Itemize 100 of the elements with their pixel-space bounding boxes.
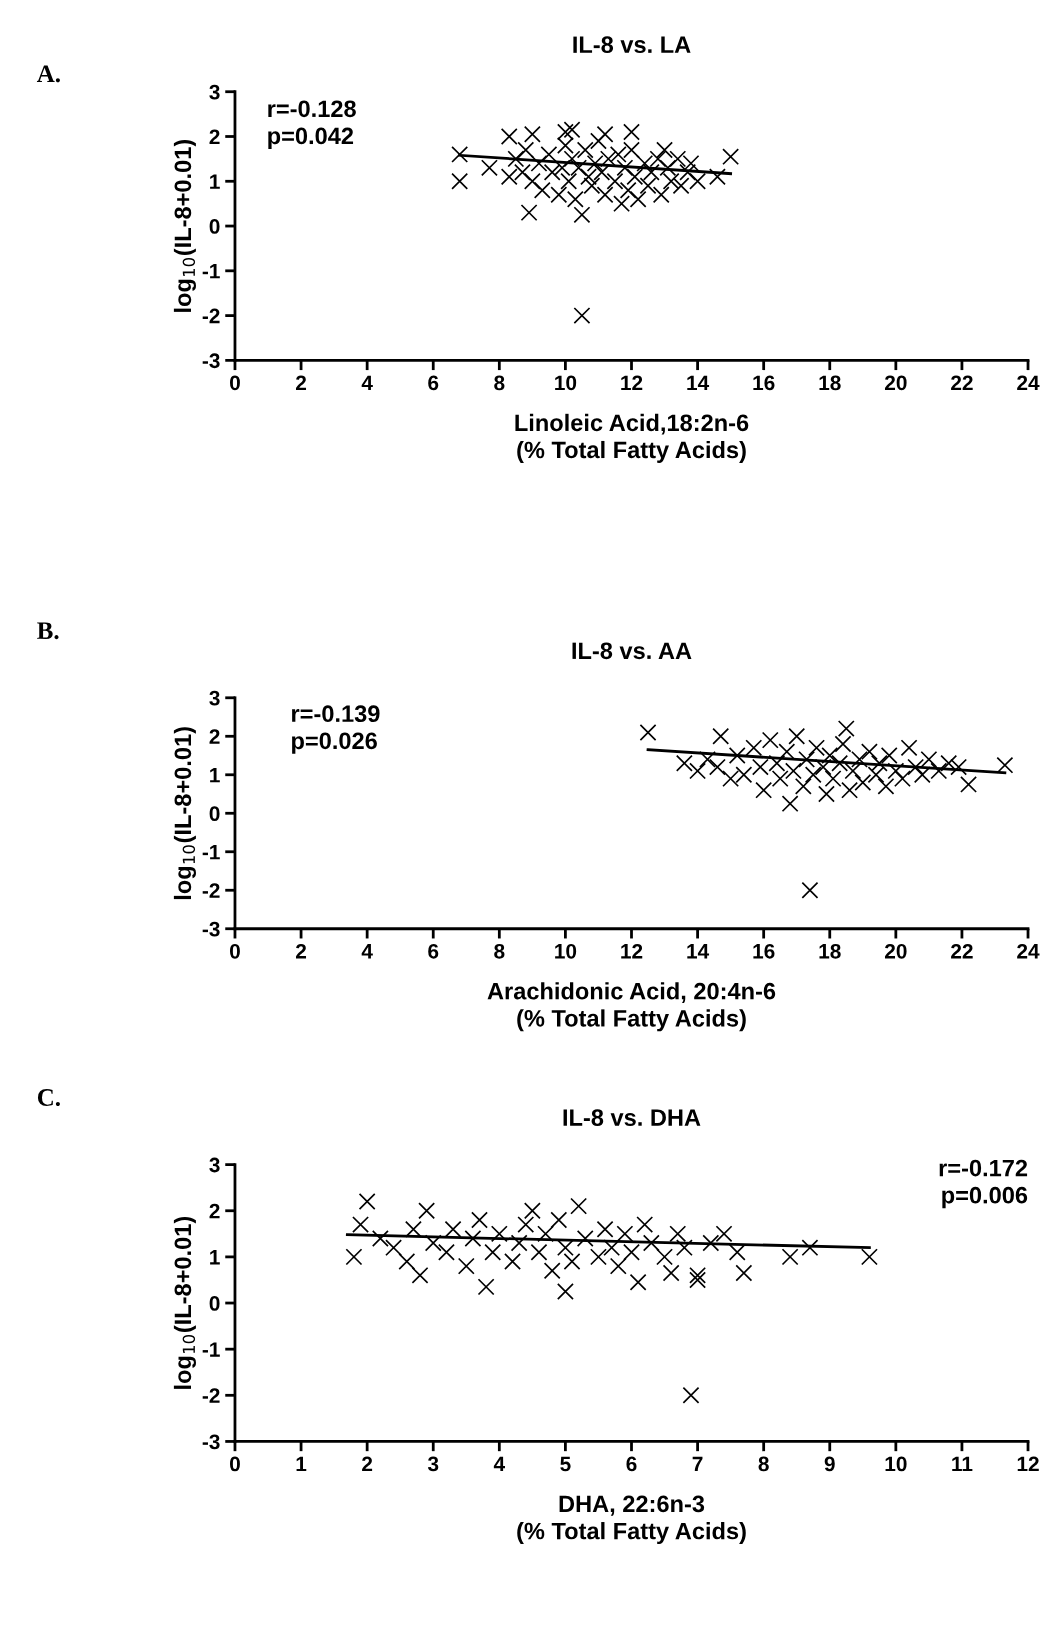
point bbox=[755, 781, 773, 799]
point bbox=[662, 1264, 680, 1282]
point bbox=[781, 1248, 799, 1266]
point bbox=[523, 125, 541, 143]
point bbox=[477, 1278, 495, 1296]
chart-title: IL-8 vs. LA bbox=[573, 36, 691, 54]
point bbox=[639, 723, 657, 741]
y-axis-title: log$_{10}$(IL-8+0.01) bbox=[173, 1216, 196, 1389]
x-tick-label: 14 bbox=[687, 944, 710, 959]
point bbox=[679, 163, 697, 181]
x-tick-label: 24 bbox=[1017, 943, 1040, 959]
point bbox=[599, 150, 617, 168]
x-tick-label: 12 bbox=[621, 943, 643, 959]
point bbox=[699, 750, 716, 768]
point bbox=[613, 195, 631, 213]
x-tick-label: 4 bbox=[361, 944, 373, 959]
point bbox=[794, 777, 812, 795]
point bbox=[533, 181, 551, 199]
y-tick-label: 1 bbox=[210, 1250, 220, 1265]
point bbox=[590, 132, 607, 150]
point bbox=[371, 1229, 389, 1247]
point bbox=[523, 1202, 541, 1220]
point bbox=[781, 795, 799, 813]
point bbox=[808, 739, 825, 757]
y-tick-label: -2 bbox=[202, 883, 220, 898]
y-tick-label: -3 bbox=[202, 1434, 220, 1450]
y-tick-label: -3 bbox=[202, 921, 220, 937]
point bbox=[593, 163, 611, 181]
y-tick-label: 3 bbox=[209, 1157, 220, 1173]
point bbox=[784, 762, 802, 780]
point bbox=[801, 1239, 819, 1257]
point bbox=[418, 1202, 436, 1220]
point bbox=[675, 1239, 693, 1257]
point bbox=[556, 1239, 574, 1257]
point bbox=[560, 172, 578, 190]
x-tick-label: 20 bbox=[884, 943, 907, 959]
y-axis-title: log$_{10}$(IL-8+0.01) bbox=[173, 139, 196, 312]
point bbox=[510, 1234, 528, 1252]
point bbox=[537, 1225, 555, 1243]
point bbox=[940, 754, 958, 772]
point bbox=[860, 1248, 878, 1266]
point bbox=[656, 141, 673, 159]
point bbox=[543, 1262, 561, 1280]
point bbox=[669, 150, 687, 168]
point bbox=[500, 168, 518, 186]
point bbox=[523, 172, 541, 190]
y-tick-label: -2 bbox=[202, 308, 220, 324]
point bbox=[834, 735, 852, 753]
point bbox=[556, 123, 574, 141]
point bbox=[424, 1234, 442, 1252]
y-tick-label: 2 bbox=[209, 729, 220, 744]
text: B. bbox=[37, 622, 59, 640]
x-tick-label: 14 bbox=[687, 375, 710, 391]
point bbox=[659, 159, 677, 177]
point bbox=[798, 750, 816, 768]
point bbox=[580, 168, 597, 186]
point bbox=[352, 1216, 369, 1234]
point bbox=[950, 758, 968, 776]
x-tick-label: 24 bbox=[1017, 375, 1040, 391]
point bbox=[804, 766, 822, 784]
point bbox=[712, 727, 730, 745]
point bbox=[867, 766, 885, 784]
point bbox=[930, 762, 948, 780]
x-tick-label: 5 bbox=[560, 1456, 571, 1472]
point bbox=[583, 177, 601, 195]
x-tick-label: 0 bbox=[230, 943, 240, 959]
point bbox=[642, 163, 660, 181]
x-tick-label: 8 bbox=[494, 375, 505, 391]
x-tick-label: 16 bbox=[753, 943, 775, 959]
point bbox=[821, 747, 839, 764]
x-tick-label: 16 bbox=[753, 375, 775, 391]
point bbox=[877, 777, 895, 795]
point bbox=[504, 1253, 521, 1270]
point bbox=[596, 125, 614, 143]
point bbox=[844, 762, 862, 780]
point bbox=[689, 1266, 707, 1284]
point bbox=[735, 1264, 753, 1282]
point bbox=[385, 1239, 403, 1257]
point bbox=[642, 1234, 660, 1252]
point bbox=[444, 1220, 462, 1238]
point bbox=[900, 739, 918, 757]
point bbox=[656, 1248, 673, 1266]
x-tick-label: 3 bbox=[427, 1456, 439, 1472]
y-tick-label: 0 bbox=[209, 1296, 220, 1311]
point bbox=[649, 150, 667, 168]
point bbox=[745, 739, 763, 757]
point bbox=[824, 770, 842, 788]
point bbox=[751, 758, 769, 776]
point bbox=[818, 785, 835, 803]
y-tick-label: 0 bbox=[209, 806, 220, 822]
point bbox=[550, 1211, 568, 1229]
point bbox=[669, 1225, 687, 1243]
y-axis-title: log$_{10}$(IL-8+0.01) bbox=[173, 727, 196, 900]
x-tick-label: 4 bbox=[361, 375, 373, 391]
point bbox=[841, 781, 859, 799]
chart-title: IL-8 vs. AA bbox=[572, 642, 692, 660]
y-tick-label: -2 bbox=[202, 1388, 220, 1403]
point bbox=[484, 1243, 502, 1261]
y-tick-label: -1 bbox=[202, 264, 220, 279]
point bbox=[689, 1271, 707, 1289]
